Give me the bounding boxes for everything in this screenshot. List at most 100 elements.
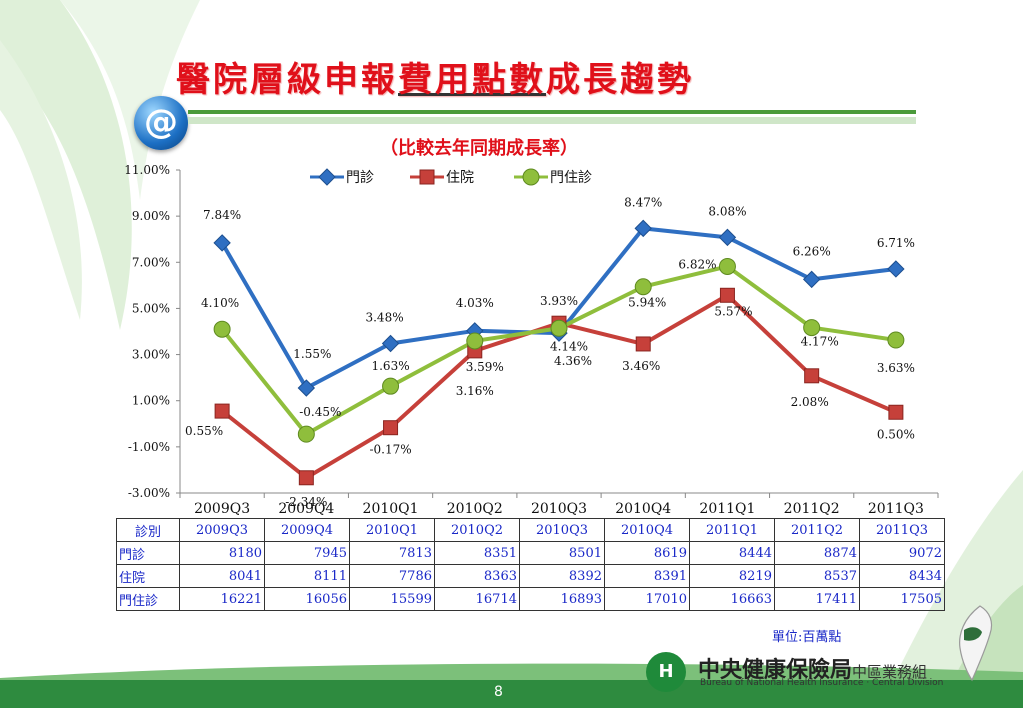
- chart-subtitle: （比較去年同期成長率）: [380, 138, 578, 159]
- data-label: -0.17%: [369, 443, 411, 457]
- data-point: [381, 334, 400, 353]
- data-label: 4.10%: [201, 296, 239, 310]
- x-tick-label: 2009Q4: [278, 501, 334, 517]
- y-tick-label: 1.00%: [132, 394, 170, 408]
- data-point: [634, 219, 652, 238]
- table-header-cell: 2009Q4: [264, 518, 350, 542]
- data-point: [802, 270, 821, 289]
- table-header-cell: 2011Q2: [774, 518, 860, 542]
- table-header-label: 診別: [116, 518, 180, 542]
- x-tick-label: 2011Q3: [868, 501, 924, 517]
- x-tick-label: 2009Q3: [194, 501, 250, 517]
- data-label: 1.55%: [293, 347, 331, 361]
- table-cell: 17505: [859, 587, 945, 611]
- table-cell: 17411: [774, 587, 860, 611]
- data-label: 7.84%: [203, 208, 241, 222]
- table-row: 門住診 16221 16056 15599 16714 16893 17010 …: [116, 587, 945, 611]
- data-point: [887, 331, 905, 349]
- table-row-label: 門診: [116, 541, 180, 565]
- table-header-row: 診別 2009Q3 2009Q4 2010Q1 2010Q2 2010Q3 20…: [116, 518, 945, 542]
- data-point: [383, 420, 399, 436]
- table-cell: 15599: [349, 587, 435, 611]
- y-tick-label: 3.00%: [132, 348, 170, 362]
- taiwan-map-icon: [959, 605, 993, 682]
- data-point: [382, 377, 400, 395]
- data-label: 3.63%: [877, 361, 915, 375]
- page-title: 醫院層級申報費用點數成長趨勢: [176, 60, 694, 100]
- data-label: 0.55%: [185, 424, 223, 438]
- data-point: [634, 278, 652, 296]
- data-point: [213, 234, 231, 252]
- table-row: 住院 8041 8111 7786 8363 8392 8391 8219 85…: [116, 564, 945, 588]
- data-label: 3.93%: [540, 294, 578, 308]
- table-header-cell: 2010Q1: [349, 518, 435, 542]
- x-tick-label: 2010Q3: [531, 501, 587, 517]
- table-cell: 8180: [179, 541, 265, 565]
- table-cell: 8392: [519, 564, 605, 588]
- table-cell: 16893: [519, 587, 605, 611]
- table-header-cell: 2010Q3: [519, 518, 605, 542]
- data-point: [550, 319, 568, 337]
- table-cell: 8619: [604, 541, 690, 565]
- table-row-label: 住院: [116, 564, 180, 588]
- data-table: 診別 2009Q3 2009Q4 2010Q1 2010Q2 2010Q3 20…: [116, 518, 945, 611]
- data-label: 8.47%: [624, 195, 662, 209]
- logo-name: 中央健康保險局中區業務組: [698, 658, 928, 683]
- data-point: [297, 425, 315, 443]
- data-point: [803, 319, 821, 337]
- growth-line-chart: 11.00% 9.00% 7.00% 5.00% 3.00% 1.00% -1.00% -3.…: [124, 163, 939, 517]
- at-icon: @: [134, 96, 188, 150]
- y-tick-label: -1.00%: [128, 440, 170, 454]
- data-label: -0.45%: [299, 405, 341, 419]
- data-point: [214, 403, 230, 419]
- unit-label: 單位:百萬點: [772, 630, 842, 645]
- table-header-cell: 2010Q4: [604, 518, 690, 542]
- legend-marker: [419, 169, 435, 185]
- data-point: [466, 332, 484, 350]
- data-label: 6.71%: [877, 236, 915, 250]
- table-cell: 7945: [264, 541, 350, 565]
- data-label: 5.94%: [628, 296, 666, 310]
- x-tick-label: 2011Q1: [699, 501, 755, 517]
- table-cell: 7813: [349, 541, 435, 565]
- data-point: [719, 287, 735, 303]
- data-label: 6.26%: [793, 244, 831, 258]
- data-point: [635, 336, 651, 352]
- y-tick-label: 9.00%: [132, 209, 170, 223]
- data-point: [804, 368, 820, 384]
- table-cell: 8501: [519, 541, 605, 565]
- data-label: 4.14%: [550, 339, 588, 353]
- title-divider-shade: [188, 117, 916, 124]
- data-label: 1.63%: [371, 359, 409, 373]
- data-point: [718, 257, 736, 275]
- table-cell: 7786: [349, 564, 435, 588]
- data-label: 3.59%: [466, 360, 504, 374]
- page-number: 8: [494, 684, 503, 700]
- legend-label: 門住診: [550, 170, 592, 186]
- data-point: [887, 260, 905, 278]
- data-point: [888, 404, 904, 420]
- x-tick-label: 2011Q2: [784, 501, 840, 517]
- table-cell: 8874: [774, 541, 860, 565]
- data-label: 4.36%: [554, 354, 592, 368]
- table-cell: 8041: [179, 564, 265, 588]
- table-cell: 16663: [689, 587, 775, 611]
- table-header-cell: 2009Q3: [179, 518, 265, 542]
- table-cell: 8391: [604, 564, 690, 588]
- table-cell: 8219: [689, 564, 775, 588]
- data-label: 0.50%: [877, 427, 915, 441]
- y-tick-label: -3.00%: [128, 486, 170, 500]
- table-cell: 8537: [774, 564, 860, 588]
- data-label: 8.08%: [708, 204, 746, 218]
- data-point: [297, 379, 316, 397]
- legend-marker: [522, 168, 540, 186]
- data-label: 4.03%: [456, 296, 494, 310]
- legend-label: 住院: [446, 170, 474, 186]
- table-cell: 8434: [859, 564, 945, 588]
- data-label: 3.48%: [365, 310, 403, 324]
- data-label: 2.08%: [791, 395, 829, 409]
- data-point: [298, 470, 314, 486]
- table-row: 門診 8180 7945 7813 8351 8501 8619 8444 88…: [116, 541, 945, 565]
- x-tick-label: 2010Q1: [363, 501, 419, 517]
- title-divider: [188, 110, 916, 114]
